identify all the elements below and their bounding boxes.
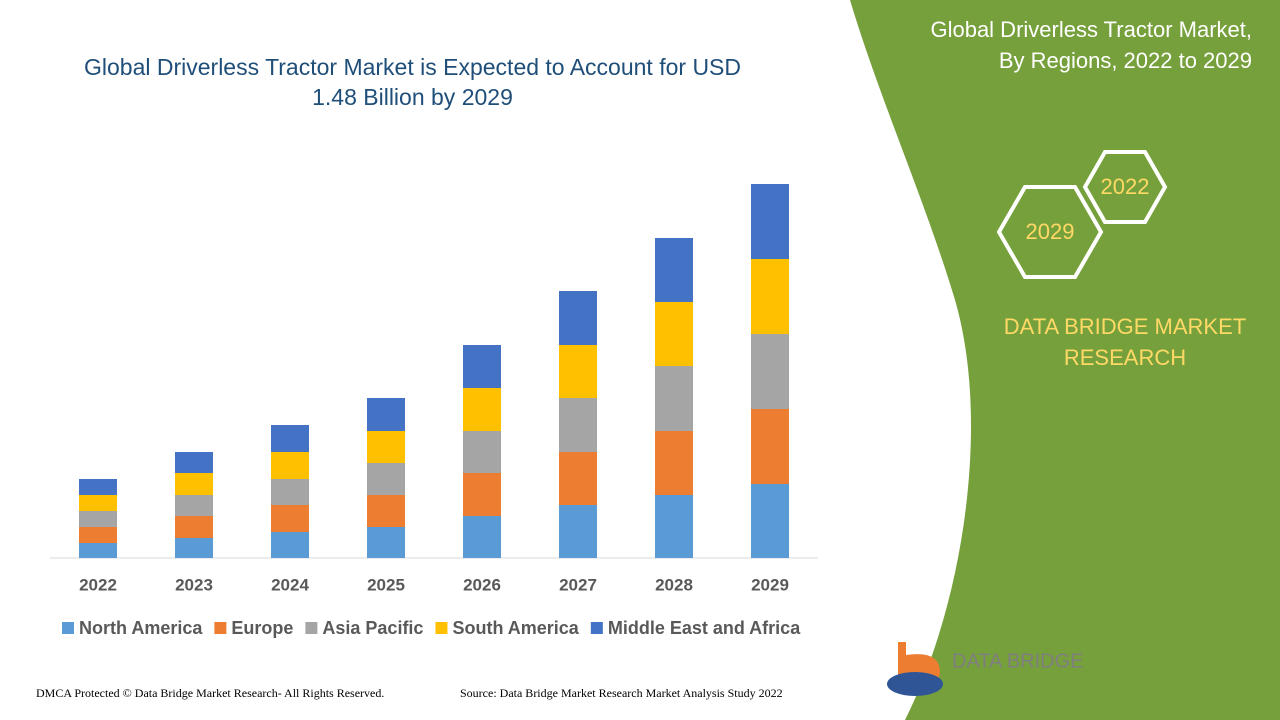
brand: DATA BRIDGE MARKET RESEARCH	[1003, 314, 1247, 370]
bar-segment	[175, 516, 213, 538]
bar-segment	[655, 431, 693, 495]
bar-segment	[367, 431, 405, 463]
source: Source: Data Bridge Market Research Mark…	[460, 686, 783, 700]
bar-segment	[79, 479, 117, 495]
bar-segment	[271, 425, 309, 452]
bar-segment	[271, 505, 309, 532]
x-tick-label: 2024	[271, 575, 309, 594]
bar-segment	[751, 259, 789, 334]
logo-mark	[898, 642, 906, 682]
bar-segment	[175, 473, 213, 495]
bar-segment	[271, 532, 309, 558]
hexagon-label: 2022	[1101, 174, 1150, 199]
bar-segment	[751, 484, 789, 558]
x-tick-label: 2022	[79, 575, 117, 594]
legend-label: Asia Pacific	[322, 618, 423, 638]
bar-segment	[463, 345, 501, 388]
bar-segment	[271, 479, 309, 505]
bar-segment	[463, 473, 501, 516]
bar-segment	[655, 302, 693, 366]
logo-text: DATA BRIDGE	[952, 650, 1084, 672]
legend-swatch	[305, 622, 318, 634]
bar-segment	[175, 452, 213, 473]
bar-segment	[559, 291, 597, 345]
bar-segment	[79, 511, 117, 527]
copyright: DMCA Protected © Data Bridge Market Rese…	[36, 686, 385, 700]
bar-segment	[655, 495, 693, 558]
bar-segment	[559, 398, 597, 452]
x-tick-label: 2025	[367, 575, 405, 594]
bar-segment	[559, 452, 597, 505]
chart-title: Global Driverless Tractor Market is Expe…	[83, 54, 742, 110]
bar-segment	[655, 366, 693, 431]
legend-label: Europe	[231, 618, 293, 638]
bar-segment	[367, 463, 405, 495]
bar-segment	[79, 543, 117, 558]
x-tick-label: 2026	[463, 575, 501, 594]
bar-segment	[463, 431, 501, 473]
bar-segment	[559, 345, 597, 398]
x-tick-label: 2029	[751, 575, 789, 594]
bar-segment	[367, 398, 405, 431]
legend-swatch	[62, 622, 74, 634]
bar-segment	[271, 452, 309, 479]
bar-segment	[79, 527, 117, 543]
hexagon	[996, 185, 1104, 279]
logo: DATA BRIDGE	[887, 642, 1084, 696]
bar-segment	[175, 538, 213, 558]
bar-segment	[655, 238, 693, 302]
bar-segment	[79, 495, 117, 511]
logo-mark	[887, 672, 943, 696]
green-panel	[850, 0, 1280, 720]
hexagon	[1082, 150, 1168, 224]
bar-segment	[367, 527, 405, 558]
panel-title: Global Driverless Tractor Market, By Reg…	[930, 17, 1252, 73]
legend-label: North America	[79, 618, 203, 638]
legend-label: Middle East and Africa	[608, 618, 801, 638]
x-tick-label: 2027	[559, 575, 597, 594]
hexagon-label: 2029	[1026, 219, 1075, 244]
bar-segment	[463, 388, 501, 431]
bar-segment	[463, 516, 501, 558]
bar-segment	[751, 409, 789, 484]
bar-segment	[559, 505, 597, 558]
legend-swatch	[435, 622, 448, 634]
x-tick-label: 2028	[655, 575, 693, 594]
legend-swatch	[214, 622, 227, 634]
bar-segment	[751, 184, 789, 259]
bar-segment	[175, 495, 213, 516]
bar-segment	[751, 334, 789, 409]
bar-segment	[367, 495, 405, 527]
legend-swatch	[590, 622, 603, 634]
x-tick-label: 2023	[175, 575, 213, 594]
legend-label: South America	[452, 618, 579, 638]
chart: 2022 2023 2024 2025 2026 2027 2028 2029 North Am…	[62, 184, 801, 638]
